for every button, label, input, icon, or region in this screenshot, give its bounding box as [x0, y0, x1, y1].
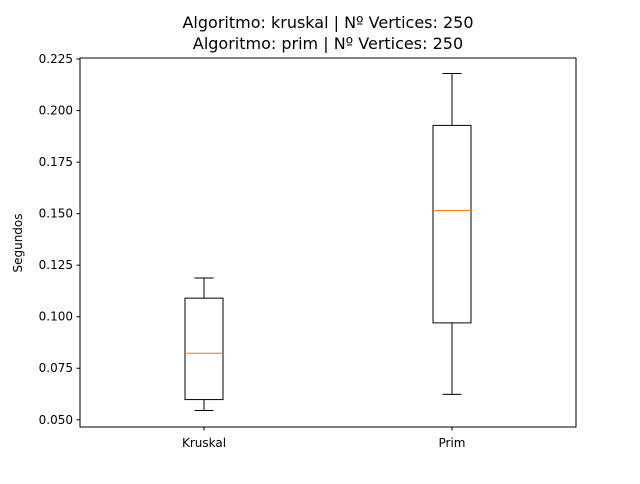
- plot-area-frame: [79, 57, 577, 428]
- y-tick-label: 0.200: [39, 104, 73, 118]
- y-tick-label: 0.175: [39, 155, 73, 169]
- x-axis-ticks: Kruskal Prim: [182, 427, 466, 450]
- box-kruskal: [184, 277, 224, 412]
- interquartile-box: [184, 297, 224, 401]
- y-tick-label: 0.125: [39, 258, 73, 272]
- y-axis-label: Segundos: [11, 213, 25, 272]
- box-prim: [432, 72, 472, 395]
- interquartile-box: [432, 124, 472, 324]
- x-tick-label: Kruskal: [182, 436, 226, 450]
- y-axis-ticks: 0.050 0.075 0.100 0.125 0.150 0.175 0.200 0.225: [39, 52, 80, 427]
- x-tick-label: Prim: [439, 436, 466, 450]
- y-tick-label: 0.225: [39, 52, 73, 66]
- chart-title-line-2: Algoritmo: prim | Nº Vertices: 250: [193, 34, 463, 53]
- y-tick-label: 0.075: [39, 361, 73, 375]
- y-tick-label: 0.050: [39, 413, 73, 427]
- chart-title-line-1: Algoritmo: kruskal | Nº Vertices: 250: [182, 13, 473, 32]
- y-tick-label: 0.150: [39, 207, 73, 221]
- box-plot-series: [184, 72, 472, 412]
- y-tick-label: 0.100: [39, 310, 73, 324]
